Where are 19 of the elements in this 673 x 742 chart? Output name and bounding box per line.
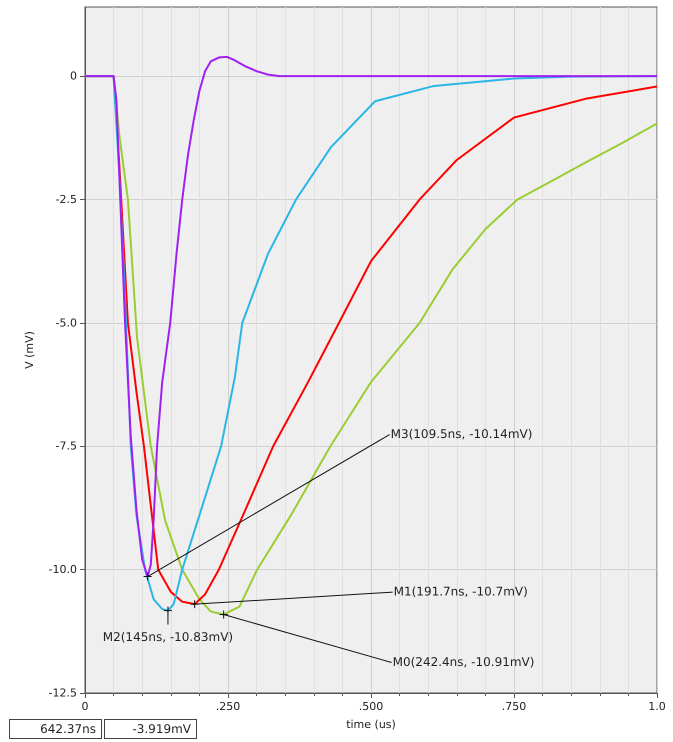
annotation: M3(109.5ns, -10.14mV): [390, 426, 532, 441]
x-tick-label: 0: [82, 700, 88, 713]
y-tick-label: -5.0: [56, 316, 77, 330]
y-tick-label: -2.5: [56, 192, 77, 206]
annotation: M1(191.7ns, -10.7mV): [394, 584, 528, 598]
text: -3.919mV: [104, 719, 197, 739]
y-tick-label: -10.0: [48, 563, 77, 576]
y-axis-title: V (mV): [23, 331, 36, 369]
y-tick-label: -7.5: [56, 440, 77, 453]
x-tick-label: .250: [216, 700, 240, 713]
y-tick-label: 0: [70, 70, 77, 83]
text: 642.37ns: [9, 719, 102, 739]
y-tick-label: -12.5: [48, 686, 77, 700]
annotation: M2(145ns, -10.83mV): [102, 630, 234, 644]
x-tick-label: 1.0: [648, 700, 666, 713]
annotation: M0(242.4ns, -10.91mV): [392, 654, 534, 669]
x-tick-label: .500: [358, 700, 384, 713]
x-axis-title: time (us): [346, 718, 396, 731]
x-tick-label: .750: [502, 700, 526, 713]
